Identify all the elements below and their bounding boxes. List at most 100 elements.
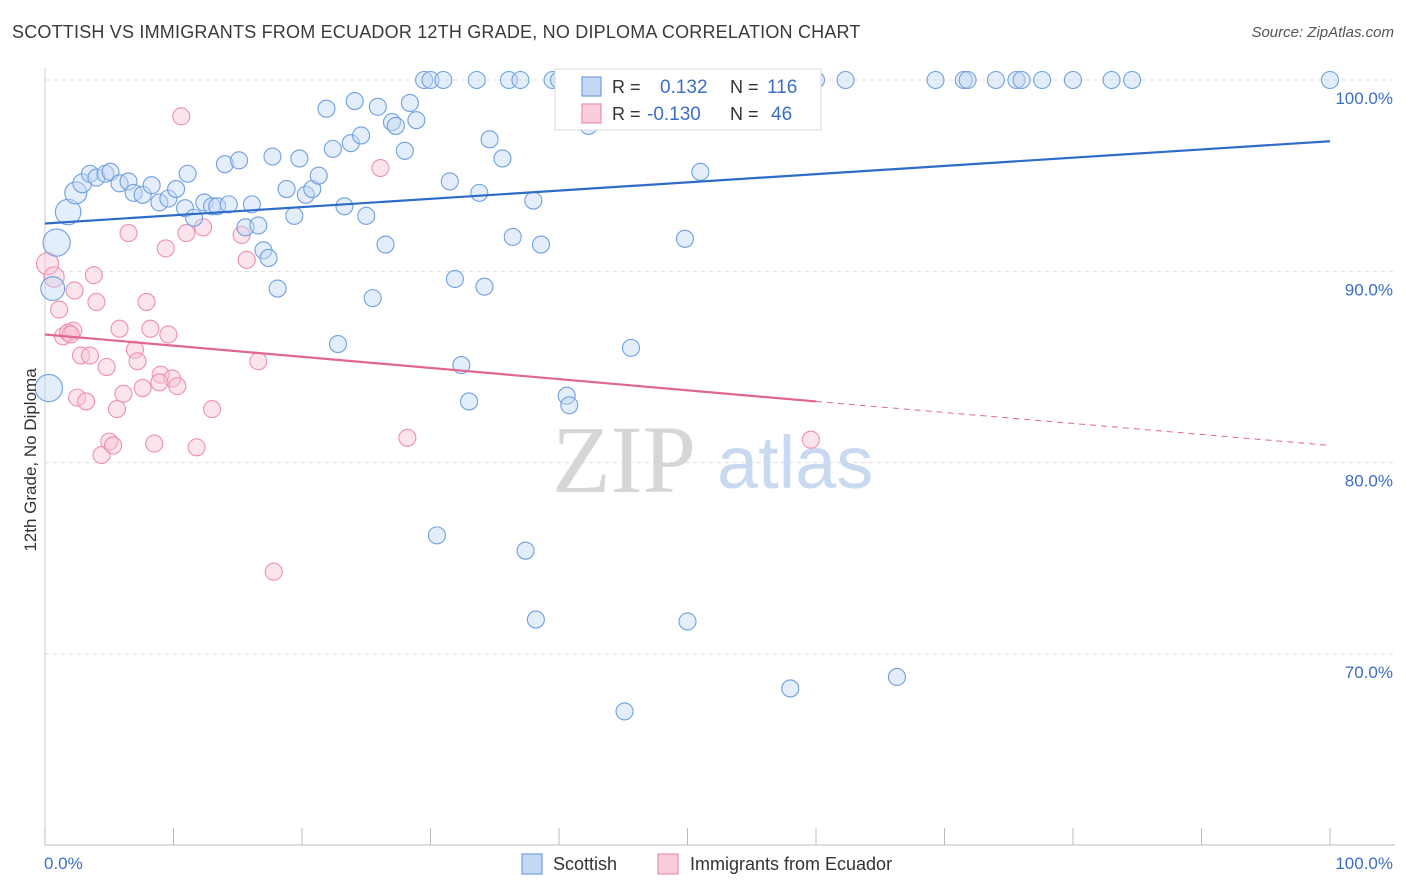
scottish-point [615, 702, 634, 721]
ecuador-point [61, 325, 80, 344]
scottish-point [1102, 70, 1121, 90]
ecuador-point [398, 428, 417, 447]
scottish-point [259, 248, 278, 267]
stats-r-label-scottish: R = [612, 77, 641, 97]
ecuador-point [97, 357, 116, 377]
scottish-point [208, 197, 227, 216]
stats-n-value-scottish: 116 [767, 77, 797, 98]
ecuador-point [110, 319, 129, 338]
ecuador-point [119, 224, 138, 243]
ecuador-point [107, 400, 127, 419]
legend-label-scottish: Scottish [553, 854, 617, 874]
scottish-point [421, 70, 440, 90]
legend-label-ecuador: Immigrants from Ecuador [690, 854, 892, 874]
scottish-point [40, 276, 66, 302]
scottish-point [277, 180, 296, 199]
scottish-point [400, 93, 419, 113]
scottish-point [219, 195, 238, 214]
scottish-point [150, 193, 169, 212]
ecuador-point [137, 292, 156, 311]
scottish-point [1123, 70, 1142, 90]
stats-n-label-ecuador: N = [730, 104, 759, 124]
ecuador-point [128, 352, 147, 371]
scottish-point [395, 141, 414, 160]
scottish-point [133, 185, 152, 204]
scottish-point [1012, 70, 1031, 90]
scottish-point [263, 147, 282, 166]
ecuador-point [187, 438, 206, 457]
ecuador-point [65, 281, 84, 300]
y-tick-label: 70.0% [1345, 663, 1393, 682]
scottish-point [470, 183, 489, 202]
scottish-point [159, 189, 178, 208]
x-tick-label-min: 0.0% [44, 854, 83, 873]
scottish-point [475, 277, 494, 296]
ecuador-point [159, 325, 178, 344]
scottish-point [363, 289, 382, 308]
scottish-point [459, 392, 479, 411]
scottish-point [352, 126, 371, 145]
ecuador-point [114, 384, 133, 403]
scottish-point [516, 541, 535, 560]
scottish-point [345, 91, 364, 111]
ecuador-point [156, 239, 175, 258]
trend-line-ecuador-extension [815, 400, 1331, 446]
ecuador-point [84, 266, 103, 285]
trend-line-ecuador [44, 333, 817, 403]
scottish-point [926, 70, 945, 90]
scottish-point [440, 172, 459, 191]
scottish-point [185, 208, 204, 227]
ecuador-point [150, 373, 169, 392]
ecuador-point [141, 319, 160, 338]
scottish-point [42, 228, 71, 257]
scottish-point [54, 198, 82, 226]
scottish-point [503, 227, 522, 246]
x-axis-ticks [44, 828, 1331, 845]
scottish-point [290, 149, 309, 168]
ecuador-point [151, 365, 170, 384]
scottish-point [335, 197, 354, 216]
stats-r-value-ecuador: -0.130 [647, 104, 701, 125]
scottish-point [434, 70, 453, 90]
scottish-point [285, 206, 304, 225]
trend-line-scottish [44, 140, 1331, 225]
stats-swatch-scottish [581, 76, 602, 97]
scottish-point [1063, 70, 1083, 90]
ecuador-point [203, 400, 222, 419]
axes [44, 68, 1395, 846]
ecuador-point [104, 436, 123, 455]
y-tick-label: 90.0% [1345, 280, 1393, 299]
scottish-point [836, 70, 855, 90]
series-ecuador-points [35, 107, 820, 581]
chart-title: SCOTTISH VS IMMIGRANTS FROM ECUADOR 12TH… [12, 22, 861, 42]
scottish-point [1320, 70, 1340, 90]
scottish-point [142, 176, 161, 195]
scottish-point [781, 679, 800, 698]
scottish-point [958, 70, 977, 90]
scottish-point [368, 97, 387, 116]
series-scottish-points [34, 70, 1340, 721]
scottish-point [531, 235, 551, 254]
scottish-point [480, 130, 499, 149]
stats-r-value-scottish: 0.132 [660, 77, 708, 98]
scottish-point [176, 199, 195, 218]
source-credit: Source: ZipAtlas.com [1251, 24, 1394, 41]
ecuador-point [87, 292, 106, 311]
scottish-point [376, 235, 395, 254]
stats-n-label-scottish: N = [730, 77, 759, 97]
ecuador-point [801, 430, 820, 449]
scottish-point [526, 610, 545, 629]
watermark: ZIP atlas [552, 406, 873, 513]
legend-swatch-scottish [521, 853, 543, 875]
x-tick-label-max: 100.0% [1335, 854, 1393, 873]
ecuador-point [168, 377, 187, 396]
scottish-point [119, 172, 138, 191]
scottish-point [675, 229, 694, 248]
scottish-point [317, 99, 336, 118]
watermark-zip: ZIP [552, 406, 696, 513]
scottish-point [72, 173, 93, 194]
scottish-point [407, 111, 426, 130]
trend-lines [44, 140, 1331, 446]
scottish-point [34, 373, 64, 403]
